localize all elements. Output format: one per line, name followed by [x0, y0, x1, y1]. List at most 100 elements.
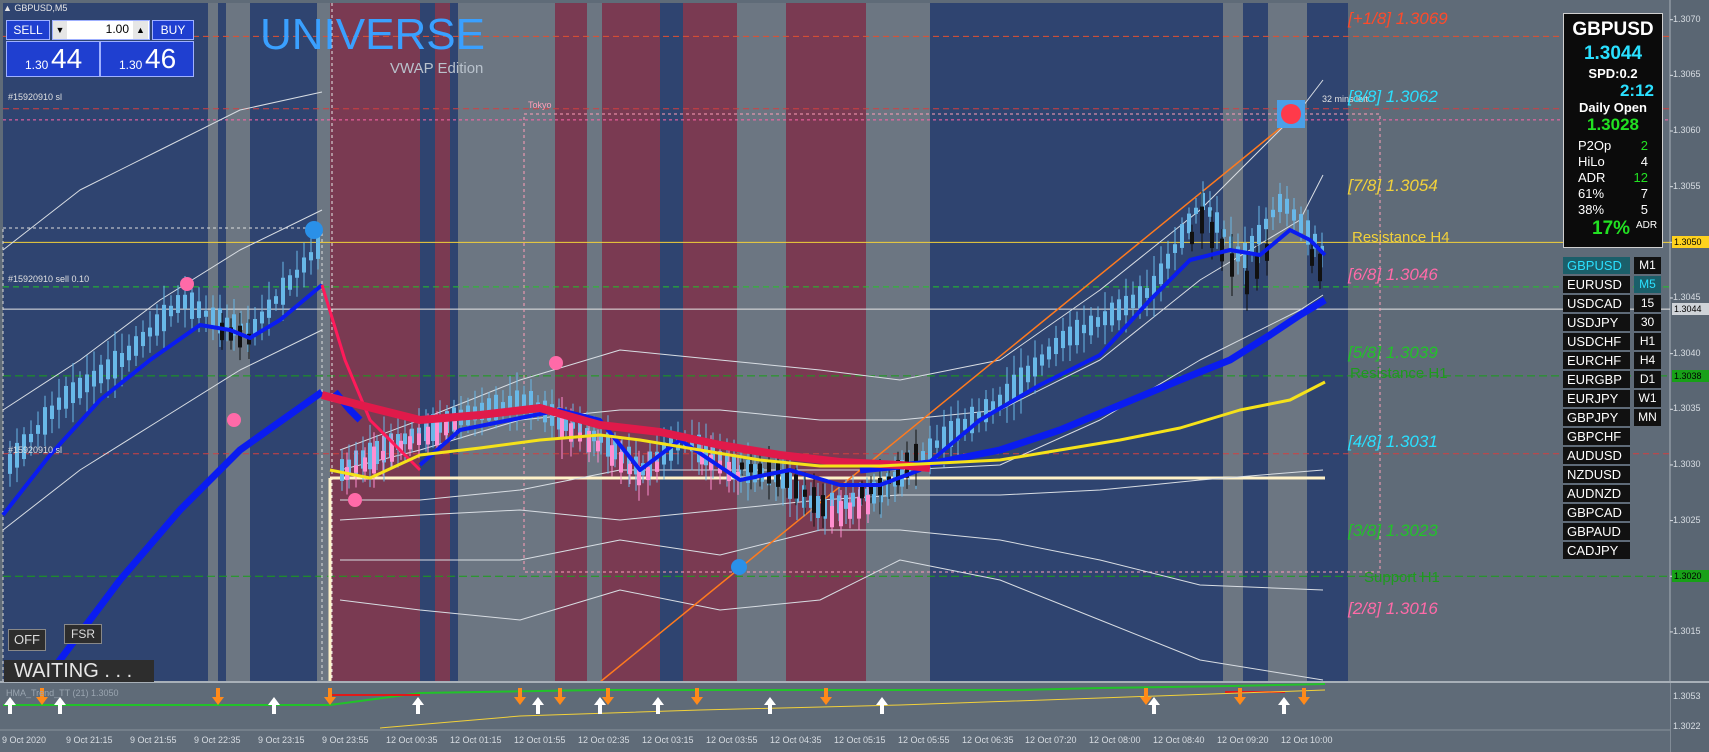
candle-up — [1075, 319, 1079, 346]
time-tick: 12 Oct 08:40 — [1153, 735, 1205, 745]
symbol-button-audusd[interactable]: AUDUSD — [1563, 447, 1630, 464]
candle-dark — [914, 443, 918, 472]
symbol-button-gbpchf[interactable]: GBPCHF — [1563, 428, 1630, 445]
symbol-button-gbpusd[interactable]: GBPUSD — [1563, 257, 1630, 274]
target-marker-dot — [1281, 104, 1301, 124]
candle-up — [753, 464, 757, 483]
candle-up — [295, 269, 299, 278]
candle-up — [368, 442, 372, 470]
candle-up — [788, 473, 792, 499]
candle-up — [29, 433, 33, 443]
symbol-button-nzdusd[interactable]: NZDUSD — [1563, 466, 1630, 483]
timeframe-button-30[interactable]: 30 — [1634, 314, 1661, 331]
off-button[interactable]: OFF — [8, 629, 46, 651]
time-tick: 12 Oct 06:35 — [962, 735, 1014, 745]
price-tick: 1.3035 — [1673, 403, 1701, 414]
candle-up — [1047, 346, 1051, 360]
candle-up — [1306, 220, 1310, 245]
candle-dark — [740, 462, 744, 470]
time-tick: 12 Oct 10:00 — [1281, 735, 1333, 745]
symbol-button-usdjpy[interactable]: USDJPY — [1563, 314, 1630, 331]
symbol-button-usdchf[interactable]: USDCHF — [1563, 333, 1630, 350]
price-tag: 1.3038 — [1672, 369, 1709, 382]
symbol-button-gbpaud[interactable]: GBPAUD — [1563, 523, 1630, 540]
ask-price-box[interactable]: 1.30 46 — [100, 41, 194, 77]
fsr-button[interactable]: FSR — [64, 624, 102, 644]
candle-dark — [1265, 244, 1269, 261]
candle-up — [1236, 246, 1240, 262]
info-stat-label: 38% — [1578, 202, 1605, 217]
session-band — [587, 3, 602, 682]
candle-dark — [1318, 253, 1322, 282]
candle-up — [886, 473, 890, 497]
candle-up — [1215, 212, 1219, 233]
lot-decrease-icon[interactable]: ▼ — [53, 21, 67, 39]
price-tick: 1.3015 — [1673, 625, 1701, 636]
candle-up — [487, 398, 491, 421]
candle-up — [515, 390, 519, 413]
lot-size-field[interactable]: ▼ 1.00 ▲ — [52, 20, 150, 40]
time-tick: 9 Oct 23:55 — [322, 735, 369, 745]
symbol-button-eurgbp[interactable]: EURGBP — [1563, 371, 1630, 388]
symbol-button-eurusd[interactable]: EURUSD — [1563, 276, 1630, 293]
candle-up — [949, 420, 953, 448]
symbol-button-cadjpy[interactable]: CADJPY — [1563, 542, 1630, 559]
timeframe-button-d1[interactable]: D1 — [1634, 371, 1661, 388]
info-stat-value: 2 — [1640, 138, 1648, 153]
candle-pink — [408, 436, 412, 450]
envelope-band — [2, 91, 323, 251]
info-stat-value: 5 — [1640, 202, 1648, 217]
symbol-button-gbpjpy[interactable]: GBPJPY — [1563, 409, 1630, 426]
candle-up — [1187, 213, 1191, 234]
bid-price-box[interactable]: 1.30 44 — [6, 41, 100, 77]
candle-dark — [803, 489, 807, 497]
info-stat-label: P2Op — [1578, 138, 1612, 153]
timeframe-button-mn[interactable]: MN — [1634, 409, 1661, 426]
timeframe-button-m1[interactable]: M1 — [1634, 257, 1661, 274]
candle-pink — [354, 465, 358, 473]
timeframe-button-h4[interactable]: H4 — [1634, 352, 1661, 369]
candle-up — [15, 442, 19, 468]
candle-up — [998, 394, 1002, 408]
candle-pink — [426, 426, 430, 445]
sell-button[interactable]: SELL — [6, 20, 50, 40]
lot-increase-icon[interactable]: ▲ — [133, 21, 148, 39]
candle-pink — [569, 423, 573, 442]
buy-button[interactable]: BUY — [152, 20, 194, 40]
timeframe-button-m5[interactable]: M5 — [1634, 276, 1661, 293]
indicator-sell-arrow — [554, 688, 566, 705]
trend-line — [599, 111, 1301, 683]
candle-pink — [857, 496, 861, 519]
order-sl-label: #15920910 sl — [8, 92, 63, 102]
indicator-subwindow — [0, 682, 1670, 752]
candle-up — [183, 294, 187, 309]
candle-up — [106, 359, 110, 380]
candle-up — [8, 453, 12, 474]
candle-up — [1019, 367, 1023, 395]
envelope-band — [339, 79, 1324, 451]
candle-up — [1194, 207, 1198, 214]
symbol-button-eurjpy[interactable]: EURJPY — [1563, 390, 1630, 407]
timeframe-button-w1[interactable]: W1 — [1634, 390, 1661, 407]
murrey-level-label: [+1/8] 1.3069 — [1348, 8, 1448, 28]
info-daily-open: 1.3028 — [1587, 115, 1639, 134]
symbol-button-eurchf[interactable]: EURCHF — [1563, 352, 1630, 369]
bid-price-pips: 44 — [51, 43, 83, 74]
timeframe-button-15[interactable]: 15 — [1634, 295, 1661, 312]
indicator-buy-arrow — [594, 697, 606, 714]
symbol-button-gbpcad[interactable]: GBPCAD — [1563, 504, 1630, 521]
info-stat-label: ADR — [1578, 170, 1606, 185]
candle-up — [844, 495, 848, 509]
session-band — [683, 3, 737, 682]
candle-up — [246, 322, 250, 335]
candle-up — [232, 314, 236, 336]
candle-up — [260, 311, 264, 324]
symbol-button-usdcad[interactable]: USDCAD — [1563, 295, 1630, 312]
time-tick: 12 Oct 00:35 — [386, 735, 438, 745]
symbol-button-audnzd[interactable]: AUDNZD — [1563, 485, 1630, 502]
indicator-sell-arrow — [36, 688, 48, 705]
candle-pink — [839, 501, 843, 527]
indicator-buy-arrow — [652, 697, 664, 714]
timeframe-button-h1[interactable]: H1 — [1634, 333, 1661, 350]
